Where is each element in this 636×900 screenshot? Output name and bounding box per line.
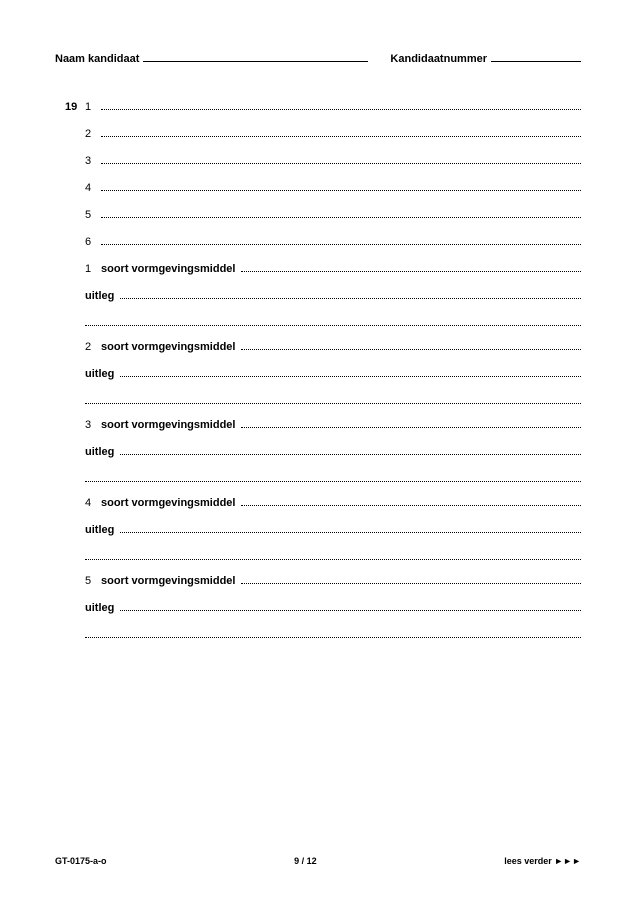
answer-line[interactable]: 2 — [85, 128, 581, 140]
dotted-fill-line[interactable] — [85, 629, 581, 638]
uitleg-label: uitleg — [85, 368, 114, 380]
name-label: Naam kandidaat — [55, 53, 139, 65]
dotted-fill-line[interactable] — [101, 236, 581, 245]
line-number: 4 — [85, 497, 95, 509]
continuation-line[interactable] — [85, 395, 581, 404]
answer-line[interactable]: 6 — [85, 236, 581, 248]
vormgevingsmiddel-label: soort vormgevingsmiddel — [101, 575, 235, 587]
uitleg-line[interactable]: uitleg — [85, 602, 581, 614]
uitleg-label: uitleg — [85, 446, 114, 458]
vormgevingsmiddel-line[interactable]: 1 soort vormgevingsmiddel — [85, 263, 581, 275]
line-number: 5 — [85, 575, 95, 587]
dotted-fill-line[interactable] — [85, 473, 581, 482]
continuation-line[interactable] — [85, 551, 581, 560]
dotted-fill-line[interactable] — [120, 368, 581, 377]
vormgevingsmiddel-line[interactable]: 4 soort vormgevingsmiddel — [85, 497, 581, 509]
dotted-fill-line[interactable] — [101, 128, 581, 137]
vormgevingsmiddel-line[interactable]: 2 soort vormgevingsmiddel — [85, 341, 581, 353]
dotted-fill-line[interactable] — [85, 395, 581, 404]
line-number: 3 — [85, 419, 95, 431]
dotted-fill-line[interactable] — [85, 551, 581, 560]
uitleg-line[interactable]: uitleg — [85, 368, 581, 380]
continuation-line[interactable] — [85, 473, 581, 482]
uitleg-line[interactable]: uitleg — [85, 446, 581, 458]
line-number: 1 — [85, 263, 95, 275]
answer-line[interactable]: 1 — [85, 101, 581, 113]
dotted-fill-line[interactable] — [85, 317, 581, 326]
uitleg-line[interactable]: uitleg — [85, 524, 581, 536]
line-number: 4 — [85, 182, 95, 194]
header-row: Naam kandidaat Kandidaatnummer — [55, 50, 581, 65]
answer-body: 1 2 3 4 5 6 1 soort vormgevingsmiddel uitleg 2 so… — [55, 101, 581, 638]
question-number: 19 — [65, 101, 77, 113]
dotted-fill-line[interactable] — [120, 602, 581, 611]
footer-left: GT-0175-a-o — [55, 856, 107, 866]
footer-center: 9 / 12 — [294, 856, 317, 866]
line-number: 2 — [85, 341, 95, 353]
vormgevingsmiddel-label: soort vormgevingsmiddel — [101, 263, 235, 275]
exam-page: Naam kandidaat Kandidaatnummer 19 1 2 3 4 5 6… — [0, 0, 636, 900]
dotted-fill-line[interactable] — [101, 155, 581, 164]
line-number: 5 — [85, 209, 95, 221]
vormgevingsmiddel-label: soort vormgevingsmiddel — [101, 341, 235, 353]
dotted-fill-line[interactable] — [120, 290, 581, 299]
dotted-fill-line[interactable] — [241, 419, 581, 428]
number-label: Kandidaatnummer — [390, 53, 487, 65]
line-number: 1 — [85, 101, 95, 113]
uitleg-label: uitleg — [85, 290, 114, 302]
vormgevingsmiddel-line[interactable]: 5 soort vormgevingsmiddel — [85, 575, 581, 587]
dotted-fill-line[interactable] — [120, 446, 581, 455]
vormgevingsmiddel-label: soort vormgevingsmiddel — [101, 497, 235, 509]
line-number: 6 — [85, 236, 95, 248]
continuation-line[interactable] — [85, 317, 581, 326]
footer-right: lees verder ►►► — [504, 856, 581, 866]
dotted-fill-line[interactable] — [241, 341, 581, 350]
dotted-fill-line[interactable] — [241, 497, 581, 506]
vormgevingsmiddel-line[interactable]: 3 soort vormgevingsmiddel — [85, 419, 581, 431]
dotted-fill-line[interactable] — [101, 101, 581, 110]
answer-line[interactable]: 4 — [85, 182, 581, 194]
line-number: 2 — [85, 128, 95, 140]
dotted-fill-line[interactable] — [241, 263, 581, 272]
uitleg-label: uitleg — [85, 524, 114, 536]
page-footer: GT-0175-a-o 9 / 12 lees verder ►►► — [55, 856, 581, 866]
name-input-line[interactable] — [143, 50, 368, 62]
uitleg-line[interactable]: uitleg — [85, 290, 581, 302]
dotted-fill-line[interactable] — [101, 182, 581, 191]
answer-line[interactable]: 5 — [85, 209, 581, 221]
dotted-fill-line[interactable] — [101, 209, 581, 218]
dotted-fill-line[interactable] — [241, 575, 581, 584]
line-number: 3 — [85, 155, 95, 167]
vormgevingsmiddel-label: soort vormgevingsmiddel — [101, 419, 235, 431]
uitleg-label: uitleg — [85, 602, 114, 614]
answer-line[interactable]: 3 — [85, 155, 581, 167]
number-input-line[interactable] — [491, 50, 581, 62]
dotted-fill-line[interactable] — [120, 524, 581, 533]
continuation-line[interactable] — [85, 629, 581, 638]
